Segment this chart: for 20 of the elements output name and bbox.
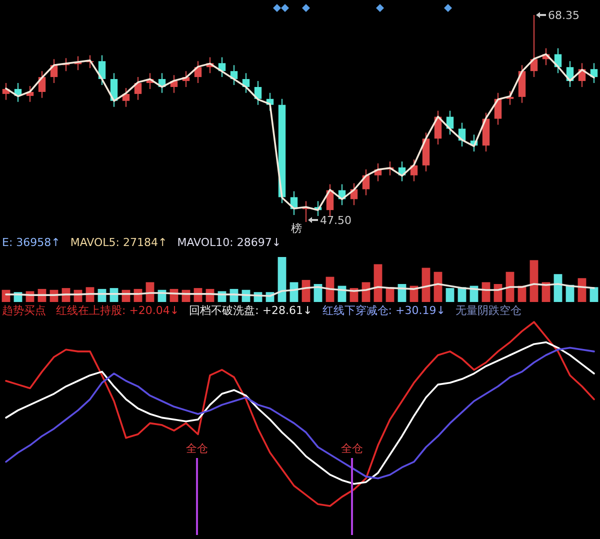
text: 红线在上持股: +20.04↓ <box>56 304 180 317</box>
bar <box>374 264 382 302</box>
text: 趋势买点 <box>2 304 46 317</box>
annotation: 68.35 <box>548 9 580 22</box>
text: MAVOL5: 27184↑ <box>70 236 168 249</box>
annotation: 全仓 <box>341 442 363 455</box>
candlestick <box>134 76 142 100</box>
bar <box>446 288 454 302</box>
annotation: 榜 <box>291 222 302 235</box>
annotation: 47.50 <box>320 214 352 227</box>
text: 回档不破洗盘: +28.61↓ <box>189 304 312 317</box>
bar <box>530 260 538 302</box>
text: 红线下穿减仓: +30.19↓ <box>322 304 446 317</box>
bar <box>590 287 598 302</box>
bar <box>278 257 286 302</box>
annotation: 全仓 <box>186 442 208 455</box>
bar <box>422 268 430 302</box>
text: MAVOL10: 28697↓ <box>177 236 282 249</box>
text: 无量阴跌空仓 <box>455 304 522 317</box>
text: E: 36958↑ <box>2 236 60 249</box>
